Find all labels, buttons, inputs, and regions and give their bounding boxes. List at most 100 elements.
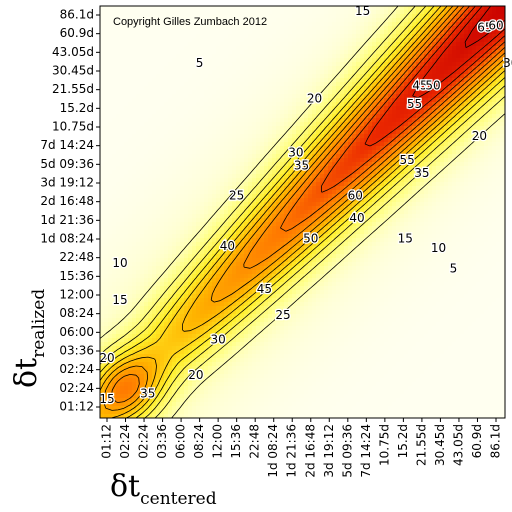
heat-cell [140, 166, 145, 171]
heat-cell [360, 14, 365, 19]
heat-cell [452, 142, 457, 147]
heat-cell [180, 54, 185, 59]
heat-cell [372, 138, 377, 143]
heat-cell [432, 70, 437, 75]
heat-cell [120, 126, 125, 131]
heat-cell [388, 42, 393, 47]
heat-cell [180, 86, 185, 91]
heat-cell [300, 126, 305, 131]
heat-cell [460, 158, 465, 163]
heat-cell [304, 142, 309, 147]
heat-cell [304, 118, 309, 123]
heat-cell [352, 98, 357, 103]
heat-cell [356, 142, 361, 147]
heat-cell [100, 82, 105, 87]
heat-cell [328, 146, 333, 151]
heat-cell [184, 54, 189, 59]
heat-cell [180, 22, 185, 27]
heat-cell [264, 22, 269, 27]
heat-cell [416, 74, 421, 79]
heat-cell [168, 14, 173, 19]
heat-cell [500, 18, 505, 23]
heat-cell [264, 50, 269, 55]
heat-cell [236, 146, 241, 151]
heat-cell [288, 130, 293, 135]
heat-cell [468, 78, 473, 83]
heat-cell [136, 14, 141, 19]
heat-cell [484, 30, 489, 35]
heat-cell [456, 14, 461, 19]
heat-cell [332, 14, 337, 19]
heat-cell [112, 178, 117, 183]
heat-cell [196, 114, 201, 119]
heat-cell [364, 118, 369, 123]
heat-cell [424, 118, 429, 123]
heat-cell [204, 162, 209, 167]
heat-cell [488, 126, 493, 131]
heat-cell [308, 50, 313, 55]
heat-cell [260, 170, 265, 175]
heat-cell [428, 82, 433, 87]
heat-cell [272, 30, 277, 35]
heat-cell [264, 90, 269, 95]
heat-cell [260, 166, 265, 171]
heat-cell [152, 126, 157, 131]
heat-cell [188, 38, 193, 43]
heat-cell [136, 162, 141, 167]
heat-cell [448, 86, 453, 91]
heat-cell [124, 174, 129, 179]
heat-cell [164, 66, 169, 71]
heat-cell [188, 154, 193, 159]
heat-cell [312, 110, 317, 115]
heat-cell [148, 158, 153, 163]
heat-cell [308, 162, 313, 167]
heat-cell [136, 150, 141, 155]
heat-cell [296, 66, 301, 71]
heat-cell [156, 22, 161, 27]
heat-cell [232, 194, 237, 199]
heat-cell [272, 146, 277, 151]
heat-cell [492, 34, 497, 39]
heat-cell [132, 170, 137, 175]
heat-cell [288, 150, 293, 155]
heat-cell [260, 194, 265, 199]
heat-cell [348, 142, 353, 147]
heat-cell [356, 30, 361, 35]
heat-cell [484, 198, 489, 203]
heat-cell [436, 178, 441, 183]
heat-cell [144, 102, 149, 107]
heat-cell [140, 14, 145, 19]
heat-cell [280, 162, 285, 167]
heat-cell [260, 110, 265, 115]
heat-cell [256, 190, 261, 195]
heat-cell [184, 98, 189, 103]
heat-cell [276, 50, 281, 55]
heat-cell [500, 110, 505, 115]
heat-cell [500, 94, 505, 99]
heat-cell [232, 154, 237, 159]
heat-cell [416, 82, 421, 87]
heat-cell [104, 122, 109, 127]
heat-cell [200, 46, 205, 51]
heat-cell [248, 146, 253, 151]
heat-cell [356, 134, 361, 139]
heat-cell [252, 98, 257, 103]
heat-cell [236, 126, 241, 131]
heat-cell [180, 154, 185, 159]
heat-cell [460, 86, 465, 91]
heat-cell [476, 82, 481, 87]
heat-cell [196, 190, 201, 195]
heat-cell [108, 198, 113, 203]
heat-cell [264, 42, 269, 47]
heat-cell [400, 170, 405, 175]
heat-cell [196, 30, 201, 35]
heat-cell [456, 134, 461, 139]
heat-cell [376, 182, 381, 187]
heat-cell [336, 54, 341, 59]
heat-cell [140, 74, 145, 79]
heat-cell [236, 14, 241, 19]
heat-cell [116, 170, 121, 175]
heat-cell [136, 194, 141, 199]
heat-cell [440, 102, 445, 107]
heat-cell [312, 122, 317, 127]
